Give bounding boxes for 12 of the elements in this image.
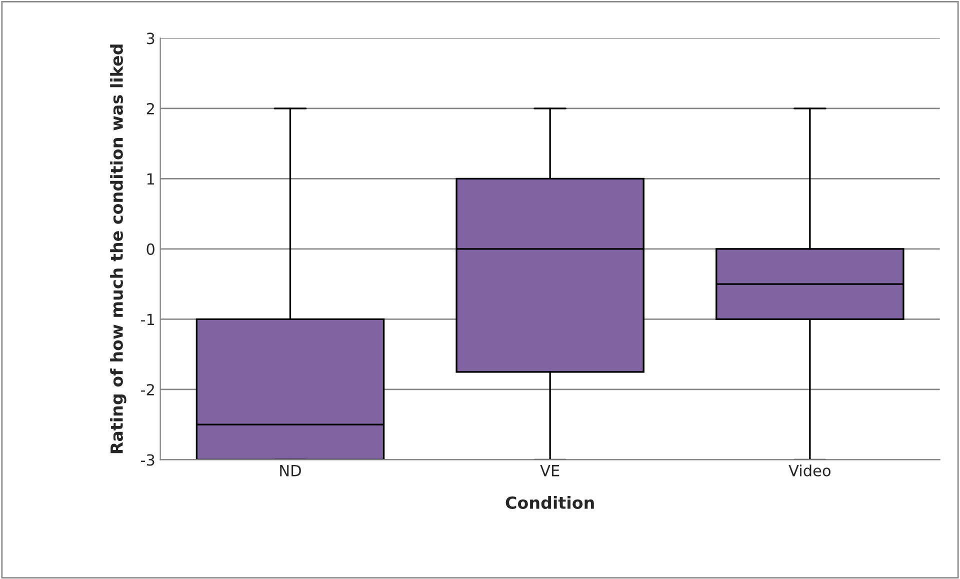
y-axis-title: Rating of how much the condition was liked (110, 44, 126, 454)
y-tick-label: 0 (146, 243, 154, 255)
y-tick-label: 1 (147, 173, 154, 185)
y-tick-label: 2 (146, 102, 154, 114)
y-tick-label: -2 (140, 384, 154, 396)
x-tick-label: VE (540, 465, 560, 476)
y-tick-label: 3 (146, 32, 154, 44)
y-tick-label: -3 (140, 454, 154, 466)
x-tick-label: Video (788, 464, 830, 476)
x-tick-label: ND (280, 465, 301, 476)
x-axis-title: Condition (506, 496, 594, 509)
y-tick-label: -1 (140, 314, 154, 326)
